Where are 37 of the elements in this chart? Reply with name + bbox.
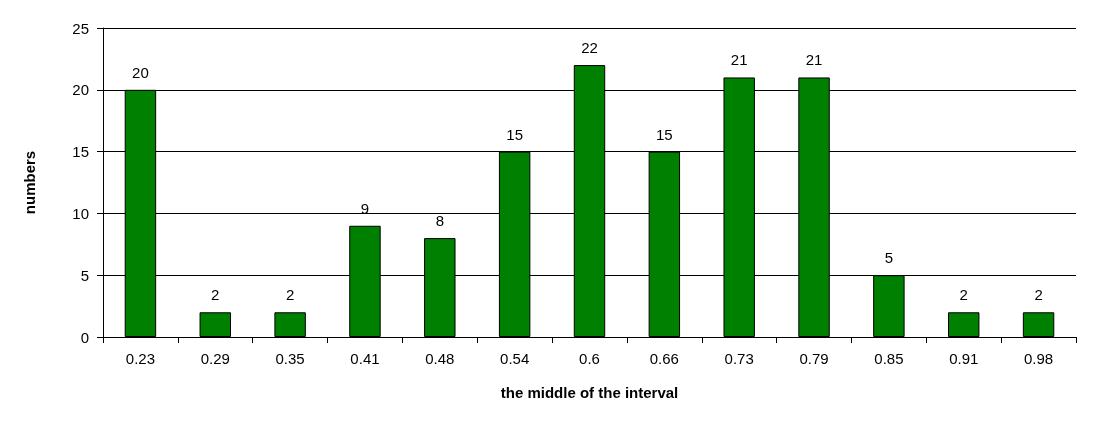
x-tick-label: 0.41 (350, 350, 380, 367)
data-label: 21 (805, 51, 823, 69)
x-tick-label: 0.35 (275, 350, 305, 367)
x-tick-label: 0.85 (874, 350, 904, 367)
y-tick-label: 20 (72, 81, 89, 99)
bar (1022, 312, 1055, 337)
data-label: 15 (506, 125, 523, 143)
y-axis-title: numbers (21, 150, 38, 215)
y-tick-label: 0 (80, 328, 89, 346)
y-tick-label: 5 (80, 266, 89, 284)
x-tick-label: 0.73 (724, 350, 754, 367)
data-label: 2 (959, 286, 968, 304)
x-tick-label: 0.48 (425, 350, 455, 367)
data-label: 15 (656, 125, 673, 143)
x-tick-label: 0.29 (200, 350, 230, 367)
x-tick-label: 0.98 (1023, 350, 1054, 367)
data-label: 21 (730, 51, 748, 69)
x-tick-label: 0.6 (579, 350, 600, 367)
data-label: 5 (884, 249, 894, 267)
data-label: 20 (132, 63, 149, 81)
y-tick-label: 15 (72, 143, 89, 161)
x-tick-label: 0.54 (500, 350, 530, 367)
data-label: 8 (435, 212, 444, 230)
data-label: 2 (211, 286, 220, 304)
bar (199, 312, 231, 337)
x-axis-title: the middle of the interval (500, 384, 679, 401)
x-tick-label: 0.66 (649, 350, 679, 367)
bar (948, 312, 980, 337)
y-tick-label: 25 (72, 19, 89, 37)
x-tick-label: 0.91 (949, 350, 979, 367)
data-label: 2 (1034, 286, 1043, 304)
bar (274, 312, 306, 337)
y-tick-label: 10 (72, 204, 89, 222)
data-label: 22 (581, 39, 598, 57)
x-tick-label: 0.23 (125, 350, 156, 367)
data-label: 2 (285, 286, 295, 304)
x-tick-label: 0.79 (799, 350, 829, 367)
